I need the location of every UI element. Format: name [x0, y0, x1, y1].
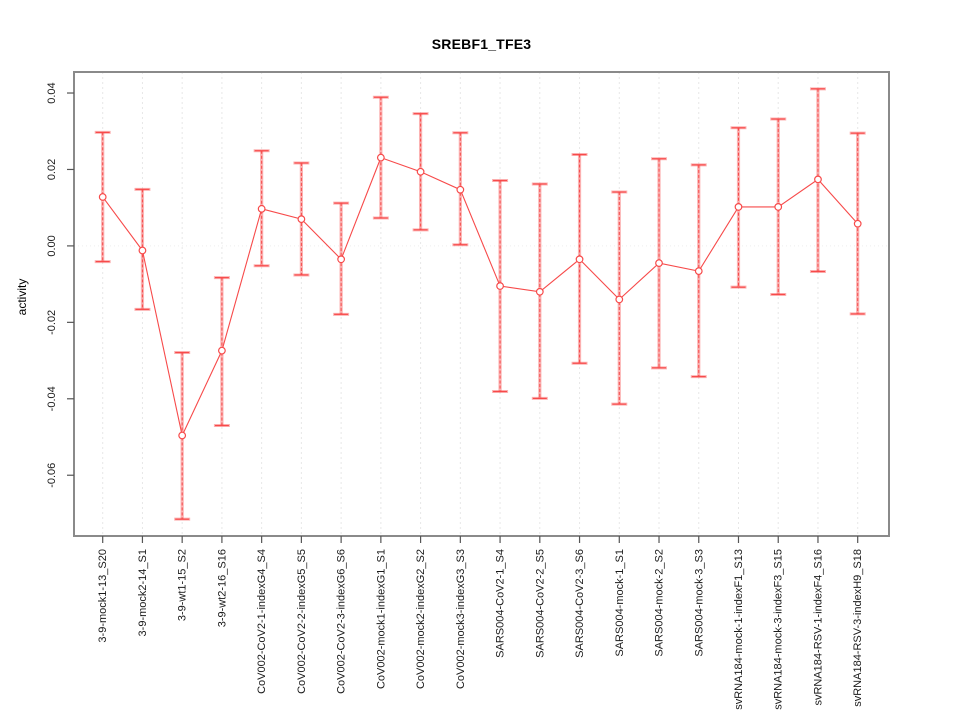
data-point: [257, 204, 266, 213]
data-point: [694, 267, 703, 276]
series-line: [102, 156, 859, 438]
x-tick-label: svRNA184-RSV-1-indexF4_S16: [812, 549, 824, 706]
x-tick-label: SARS004-CoV2-1_S4: [495, 549, 507, 658]
data-point: [814, 175, 822, 184]
x-tick-label: CoV002-CoV2-2-indexG5_S5: [296, 549, 308, 694]
x-tick-label: SARS004-CoV2-3_S6: [574, 549, 586, 658]
y-tick-label: -0.06: [46, 463, 58, 488]
data-point: [535, 287, 544, 296]
y-tick-label: 0.00: [46, 235, 58, 256]
data-point: [297, 215, 306, 224]
x-tick-label: CoV002-CoV2-3-indexG6_S6: [336, 549, 348, 694]
data-point: [138, 246, 147, 255]
data-point: [655, 259, 663, 268]
x-tick-label: 3-9-wt1-15_S2: [177, 549, 189, 621]
x-tick-label: SARS004-CoV2-2_S5: [534, 549, 546, 658]
y-axis-label: activity: [15, 278, 29, 316]
data-point: [496, 282, 504, 290]
x-tick-label: CoV002-mock2-indexG2_S2: [415, 549, 427, 689]
x-tick-label: svRNA184-RSV-3-indexH9_S18: [852, 549, 864, 707]
x-tick-label: 3-9-wt2-16_S16: [216, 549, 228, 627]
y-tick-label: 0.04: [46, 82, 58, 103]
data-point: [456, 185, 465, 194]
y-tick-label: -0.04: [46, 386, 58, 411]
data-point: [774, 203, 783, 211]
data-point: [615, 295, 624, 304]
x-tick-label: CoV002-mock3-indexG3_S3: [455, 549, 467, 689]
y-tick-label: -0.02: [46, 310, 58, 335]
y-tick-label: 0.02: [46, 159, 58, 180]
data-point: [734, 203, 743, 211]
x-tick-label: SARS004-mock-1_S1: [614, 549, 626, 657]
x-tick-label: CoV002-mock1-indexG1_S1: [375, 549, 387, 689]
x-tick-label: SARS004-mock-3_S3: [693, 549, 705, 657]
x-tick-label: SARS004-mock-2_S2: [654, 549, 666, 657]
x-tick-label: 3-9-mock2-14_S1: [137, 549, 149, 636]
x-tick-label: CoV002-CoV2-1-indexG4_S4: [256, 549, 268, 694]
data-point: [178, 431, 187, 440]
x-tick-label: 3-9-mock1-13_S20: [97, 549, 109, 643]
data-point: [218, 346, 226, 355]
data-point: [416, 167, 425, 176]
data-point: [98, 193, 107, 201]
data-point: [376, 153, 385, 162]
plot-frame: [73, 71, 890, 537]
x-tick-label: svRNA184-mock-1-indexF1_S13: [733, 549, 745, 710]
data-point: [853, 219, 862, 228]
chart-title: SREBF1_TFE3: [431, 36, 532, 52]
x-tick-label: svRNA184-mock-3-indexF3_S15: [773, 549, 785, 710]
data-point: [575, 255, 584, 264]
data-point: [337, 255, 346, 264]
